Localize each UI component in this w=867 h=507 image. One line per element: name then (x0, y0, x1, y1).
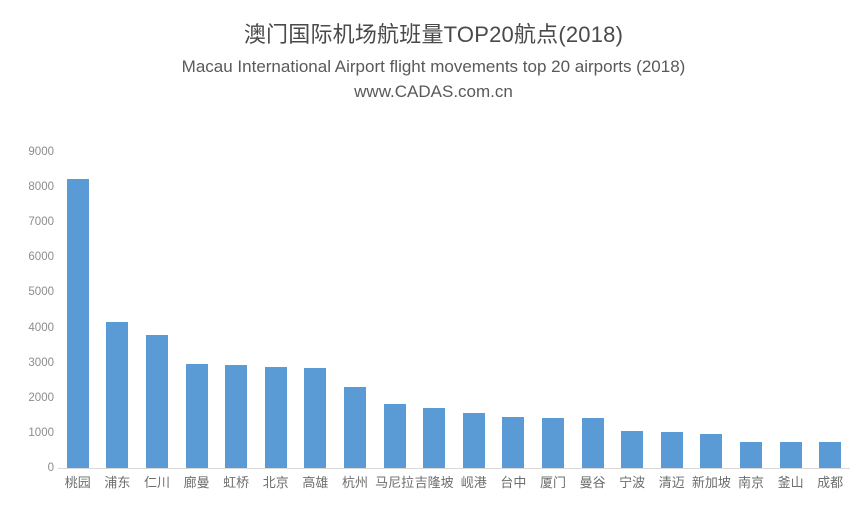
x-axis-tick-label: 廊曼 (183, 475, 210, 490)
chart-source-url: www.CADAS.com.cn (354, 82, 513, 101)
bar-slot (692, 152, 732, 468)
chart-subtitle: Macau International Airport flight movem… (181, 57, 686, 76)
y-axis: 0 1000 2000 3000 4000 5000 6000 7000 8000 9000 (8, 140, 54, 480)
bar-slot (335, 152, 375, 468)
x-axis-tick-label: 新加坡 (691, 475, 731, 490)
y-axis-tick-label: 7000 (28, 216, 54, 229)
bar[interactable] (700, 433, 723, 468)
bar[interactable] (819, 442, 842, 468)
bar-slot (494, 152, 534, 468)
x-axis-tick-label: 宁波 (619, 475, 646, 490)
bar[interactable] (66, 179, 89, 468)
bar-slot (296, 152, 336, 468)
x-axis-tick-label: 台中 (500, 475, 527, 490)
bar[interactable] (739, 442, 762, 468)
bar-slot (533, 152, 573, 468)
bar[interactable] (779, 442, 802, 468)
bar[interactable] (225, 365, 248, 468)
bar[interactable] (423, 407, 446, 468)
x-axis-tick-label: 高雄 (302, 475, 329, 490)
x-axis-tick-label: 南京 (737, 475, 764, 490)
x-axis-tick-label: 杭州 (341, 475, 368, 490)
x-axis-tick-label: 浦东 (104, 475, 131, 490)
bar[interactable] (383, 404, 406, 468)
bar-series (58, 152, 850, 468)
bar-slot (216, 152, 256, 468)
y-axis-tick-label: 5000 (28, 286, 54, 299)
x-axis-line (58, 468, 850, 469)
bar[interactable] (621, 430, 644, 468)
bar-slot (771, 152, 811, 468)
y-axis-tick-label: 3000 (28, 356, 54, 369)
bar-slot (454, 152, 494, 468)
x-axis-tick-label: 吉隆坡 (414, 475, 454, 490)
bar-slot (98, 152, 138, 468)
bar-slot (652, 152, 692, 468)
y-axis-tick-label: 2000 (28, 391, 54, 404)
y-axis-tick-label: 0 (47, 462, 54, 474)
y-axis-tick-label: 4000 (28, 321, 54, 334)
bar[interactable] (304, 367, 327, 468)
bar[interactable] (185, 363, 208, 468)
bar-slot (573, 152, 613, 468)
x-axis-tick-label: 马尼拉 (375, 475, 415, 490)
x-axis-tick-label: 厦门 (539, 475, 566, 490)
x-axis-tick-label: 成都 (817, 475, 844, 490)
chart-title: 澳门国际机场航班量TOP20航点(2018) (243, 22, 624, 47)
bar-slot (58, 152, 98, 468)
bar-slot (256, 152, 296, 468)
bar[interactable] (264, 366, 287, 468)
y-axis-tick-label: 1000 (28, 426, 54, 439)
x-axis-tick-label: 曼谷 (579, 475, 606, 490)
y-axis-tick-label: 6000 (28, 251, 54, 264)
x-axis-tick-label: 仁川 (143, 475, 170, 490)
bar[interactable] (145, 335, 168, 468)
x-axis-tick-label: 北京 (262, 475, 289, 490)
bar[interactable] (660, 431, 683, 468)
y-axis-tick-label: 8000 (28, 181, 54, 194)
bar-slot (414, 152, 454, 468)
bar[interactable] (106, 321, 129, 468)
bar-slot (137, 152, 177, 468)
bar-slot (612, 152, 652, 468)
x-axis-tick-label: 釜山 (777, 475, 804, 490)
chart-titles: 澳门国际机场航班量TOP20航点(2018) Macau Internation… (0, 20, 867, 104)
bar-slot (177, 152, 217, 468)
bar[interactable] (343, 386, 366, 468)
x-axis-tick-label: 桃园 (64, 475, 91, 490)
bar[interactable] (462, 412, 485, 468)
y-axis-tick-label: 9000 (28, 146, 54, 158)
x-axis-tick-label: 虹桥 (223, 475, 250, 490)
bar-slot (375, 152, 415, 468)
x-axis-tick-label: 岘港 (460, 475, 487, 490)
bar[interactable] (541, 418, 564, 468)
x-axis-tick-label: 清迈 (658, 475, 685, 490)
bar[interactable] (581, 418, 604, 468)
bar-slot (731, 152, 771, 468)
x-axis: 桃园 浦东 仁川 廊曼 虹桥 北京 高雄 杭州 马尼拉 吉隆坡 岘港 台中 厦门 曼谷 宁波 清迈 新加坡 南京釜… (58, 471, 850, 501)
bar[interactable] (502, 417, 525, 468)
bar-slot (810, 152, 850, 468)
